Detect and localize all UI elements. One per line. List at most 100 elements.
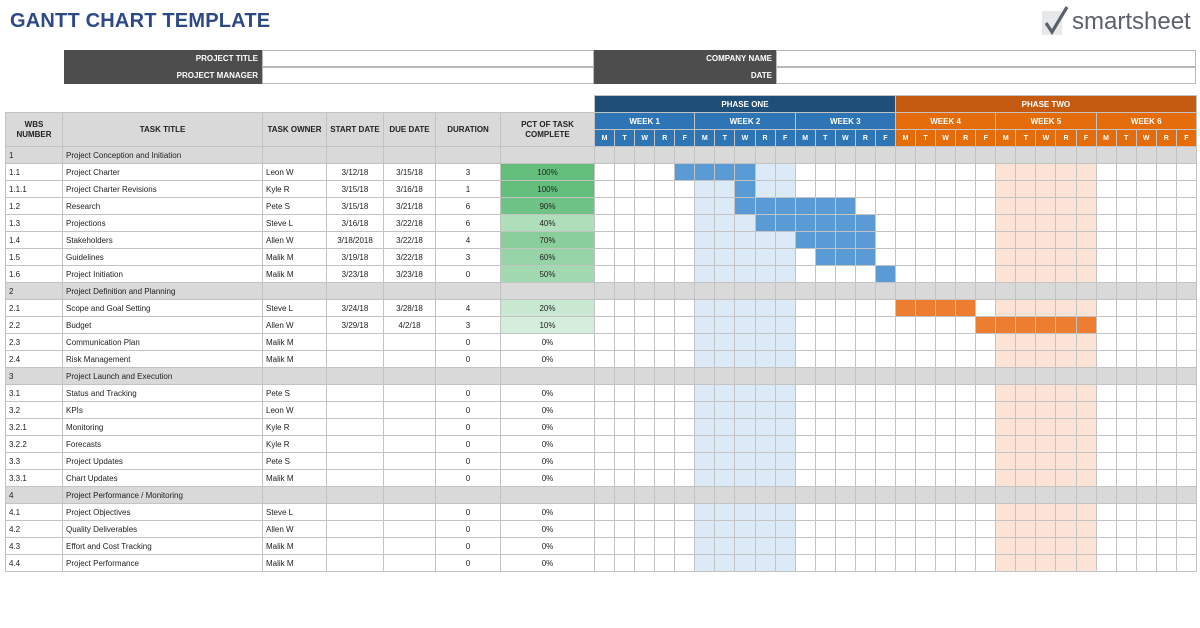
gantt-day-cell[interactable] (734, 384, 756, 402)
gantt-day-cell[interactable] (814, 316, 836, 334)
gantt-day-cell[interactable] (955, 214, 977, 232)
task-title-cell[interactable]: Project Updates (62, 452, 263, 470)
gantt-day-cell[interactable] (955, 503, 977, 521)
pct-complete-cell[interactable]: 10% (500, 316, 595, 334)
gantt-day-cell[interactable] (614, 180, 636, 198)
due-date-cell[interactable]: 3/22/18 (383, 248, 436, 266)
gantt-day-cell[interactable] (854, 282, 876, 300)
gantt-day-cell[interactable] (874, 401, 896, 419)
gantt-day-cell[interactable] (1055, 282, 1077, 300)
task-title-cell[interactable]: Project Charter Revisions (62, 180, 263, 198)
gantt-day-cell[interactable] (1035, 163, 1057, 181)
gantt-day-cell[interactable] (1115, 248, 1137, 266)
gantt-day-cell[interactable] (794, 282, 816, 300)
gantt-day-cell[interactable] (1115, 367, 1137, 385)
due-date-cell[interactable] (383, 520, 436, 538)
gantt-day-cell[interactable] (794, 333, 816, 351)
gantt-day-cell[interactable] (593, 146, 616, 164)
gantt-day-cell[interactable] (874, 554, 896, 572)
gantt-day-cell[interactable] (1135, 520, 1157, 538)
gantt-day-cell[interactable] (614, 316, 636, 334)
gantt-day-cell[interactable] (634, 486, 656, 504)
gantt-day-cell[interactable] (614, 163, 636, 181)
gantt-bar-cell[interactable] (794, 197, 816, 215)
gantt-day-cell[interactable] (634, 503, 656, 521)
gantt-day-cell[interactable] (1035, 469, 1057, 487)
gantt-day-cell[interactable] (1095, 537, 1117, 555)
gantt-day-cell[interactable] (894, 146, 917, 164)
gantt-day-cell[interactable] (935, 231, 957, 249)
gantt-day-cell[interactable] (975, 503, 997, 521)
gantt-day-cell[interactable] (754, 384, 776, 402)
task-owner-cell[interactable]: Allen W (262, 316, 327, 334)
gantt-day-cell[interactable] (995, 452, 1017, 470)
gantt-day-cell[interactable] (674, 265, 696, 283)
task-owner-cell[interactable] (262, 367, 327, 385)
pct-complete-cell[interactable] (500, 282, 595, 300)
gantt-day-cell[interactable] (754, 520, 776, 538)
gantt-day-cell[interactable] (593, 333, 616, 351)
gantt-day-cell[interactable] (754, 537, 776, 555)
gantt-day-cell[interactable] (1055, 418, 1077, 436)
gantt-day-cell[interactable] (734, 248, 756, 266)
gantt-day-cell[interactable] (654, 554, 676, 572)
gantt-day-cell[interactable] (874, 146, 896, 164)
gantt-day-cell[interactable] (995, 299, 1017, 317)
gantt-day-cell[interactable] (1115, 180, 1137, 198)
gantt-day-cell[interactable] (874, 197, 896, 215)
gantt-day-cell[interactable] (774, 384, 796, 402)
gantt-day-cell[interactable] (1015, 231, 1037, 249)
duration-cell[interactable]: 3 (435, 248, 501, 266)
task-title-cell[interactable]: Project Charter (62, 163, 263, 181)
gantt-day-cell[interactable] (614, 537, 636, 555)
duration-cell[interactable]: 0 (435, 350, 501, 368)
gantt-day-cell[interactable] (975, 418, 997, 436)
gantt-day-cell[interactable] (1175, 520, 1197, 538)
gantt-day-cell[interactable] (734, 333, 756, 351)
gantt-day-cell[interactable] (694, 503, 716, 521)
gantt-day-cell[interactable] (593, 299, 616, 317)
gantt-day-cell[interactable] (1075, 452, 1097, 470)
gantt-day-cell[interactable] (614, 401, 636, 419)
duration-cell[interactable]: 0 (435, 520, 501, 538)
duration-cell[interactable]: 0 (435, 503, 501, 521)
wbs-cell[interactable]: 3.2.2 (5, 435, 63, 453)
gantt-day-cell[interactable] (794, 163, 816, 181)
task-title-cell[interactable]: Risk Management (62, 350, 263, 368)
gantt-day-cell[interactable] (975, 350, 997, 368)
gantt-day-cell[interactable] (1055, 299, 1077, 317)
gantt-day-cell[interactable] (654, 469, 676, 487)
wbs-cell[interactable]: 1.6 (5, 265, 63, 283)
gantt-day-cell[interactable] (674, 367, 696, 385)
gantt-day-cell[interactable] (614, 418, 636, 436)
gantt-day-cell[interactable] (874, 180, 896, 198)
gantt-day-cell[interactable] (1035, 435, 1057, 453)
gantt-day-cell[interactable] (874, 469, 896, 487)
gantt-day-cell[interactable] (774, 282, 796, 300)
gantt-day-cell[interactable] (754, 282, 776, 300)
gantt-day-cell[interactable] (1155, 469, 1177, 487)
gantt-day-cell[interactable] (774, 418, 796, 436)
gantt-day-cell[interactable] (1155, 316, 1177, 334)
gantt-day-cell[interactable] (935, 248, 957, 266)
due-date-cell[interactable] (383, 146, 436, 164)
gantt-day-cell[interactable] (1095, 503, 1117, 521)
start-date-cell[interactable] (326, 418, 384, 436)
pct-complete-cell[interactable]: 0% (500, 401, 595, 419)
duration-cell[interactable]: 0 (435, 384, 501, 402)
gantt-day-cell[interactable] (1155, 163, 1177, 181)
due-date-cell[interactable] (383, 418, 436, 436)
gantt-day-cell[interactable] (1155, 367, 1177, 385)
gantt-day-cell[interactable] (1135, 231, 1157, 249)
gantt-bar-cell[interactable] (814, 231, 836, 249)
gantt-day-cell[interactable] (1175, 401, 1197, 419)
gantt-day-cell[interactable] (1055, 537, 1077, 555)
gantt-day-cell[interactable] (614, 554, 636, 572)
duration-cell[interactable]: 0 (435, 537, 501, 555)
gantt-day-cell[interactable] (1075, 520, 1097, 538)
gantt-day-cell[interactable] (1115, 554, 1137, 572)
duration-cell[interactable]: 1 (435, 180, 501, 198)
wbs-cell[interactable]: 4.4 (5, 554, 63, 572)
wbs-cell[interactable]: 4.2 (5, 520, 63, 538)
gantt-bar-cell[interactable] (754, 197, 776, 215)
